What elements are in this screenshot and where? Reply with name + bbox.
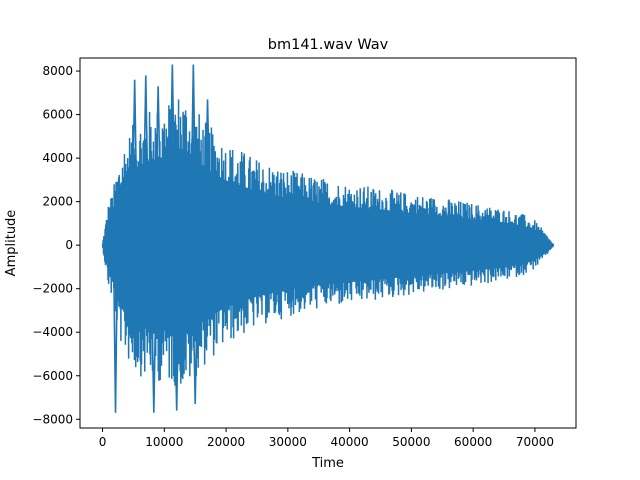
waveform-peak: [205, 99, 210, 173]
y-tick-label: −6000: [32, 369, 73, 383]
x-axis-label: Time: [311, 456, 344, 471]
waveform-peak: [192, 324, 198, 405]
waveform-peak: [174, 330, 179, 411]
x-tick-label: 60000: [454, 435, 492, 449]
plot-area: [101, 64, 555, 413]
x-tick-label: 30000: [269, 435, 307, 449]
y-tick-label: 2000: [42, 195, 73, 209]
waveform-peak: [113, 287, 118, 413]
y-axis-label: Amplitude: [4, 210, 19, 277]
axes-frame: [79, 57, 577, 429]
y-axis: −8000 −6000 −4000 −2000 0 2000 4000 6000 8000: [32, 64, 80, 426]
y-tick-label: 4000: [42, 151, 73, 165]
chart-title: bm141.wav Wav: [268, 37, 389, 53]
waveform-peak: [155, 86, 161, 162]
waveform-peak: [143, 75, 149, 165]
waveform-peak: [132, 79, 137, 172]
waveform-group: [101, 64, 555, 413]
y-tick-label: −4000: [32, 325, 73, 339]
waveform-series: [101, 98, 555, 386]
x-tick-label: 20000: [207, 435, 245, 449]
y-tick-label: 0: [65, 238, 73, 252]
waveform-peak: [170, 64, 175, 156]
x-tick-label: 40000: [331, 435, 369, 449]
x-tick-label: 50000: [392, 435, 430, 449]
x-tick-label: 10000: [145, 435, 183, 449]
y-tick-label: 8000: [42, 64, 73, 78]
y-tick-label: 6000: [42, 108, 73, 122]
x-axis: 0 10000 20000 30000 40000 50000 60000 70000: [99, 428, 554, 449]
y-tick-label: −8000: [32, 412, 73, 426]
x-tick-label: 0: [99, 435, 107, 449]
waveform-peak: [191, 64, 196, 160]
waveform-peak: [151, 326, 157, 413]
y-tick-label: −2000: [32, 282, 73, 296]
x-tick-label: 70000: [516, 435, 554, 449]
